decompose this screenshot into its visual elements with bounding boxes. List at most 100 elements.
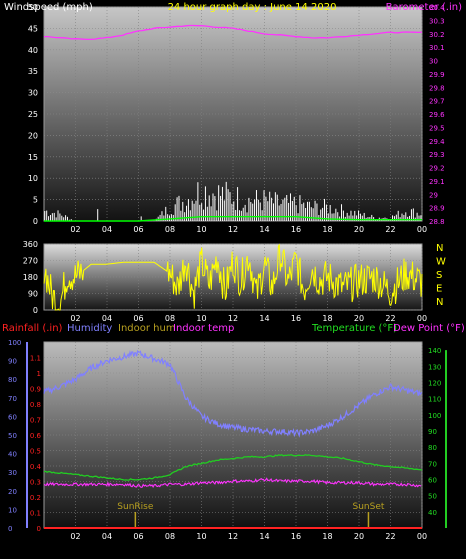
- x-tick-label: 18: [322, 225, 332, 234]
- temperature-tick-label: 60: [428, 476, 437, 484]
- rainfall-tick-label: 1.1: [30, 355, 41, 363]
- temperature-tick-label: 100: [428, 412, 441, 420]
- windspeed-tick-label: 5: [33, 196, 38, 205]
- x-tick-label: 06: [133, 225, 143, 234]
- temperature-tick-label: 90: [428, 428, 437, 436]
- rainfall-tick-label: 0.4: [30, 463, 42, 471]
- barometer-line: [44, 24, 423, 41]
- x-tick-label: 12: [228, 314, 238, 323]
- sun-annotation: SunSet: [352, 502, 384, 512]
- x-tick-label: 18: [322, 314, 332, 323]
- humidity-tick-label: 60: [8, 413, 17, 421]
- barometer-tick-label: 29.4: [429, 138, 445, 146]
- x-tick-label: 04: [102, 314, 112, 323]
- temperature-tick-label: 80: [428, 444, 437, 452]
- rainfall-tick-label: 1: [37, 370, 41, 378]
- barometer-tick-label: 29.9: [429, 71, 445, 79]
- rainfall-tick-label: 0.2: [30, 494, 41, 502]
- rainfall-axis-label: Rainfall (.in): [2, 323, 63, 334]
- x-tick-label: 14: [259, 225, 269, 234]
- x-tick-label: 14: [259, 314, 269, 323]
- humidity-tick-label: 80: [8, 376, 17, 384]
- windspeed-axis-label: Windspeed (mph): [4, 2, 93, 13]
- direction-tick-label: 0: [33, 306, 38, 315]
- temperature-axis-label: Temperature (°F): [311, 323, 397, 334]
- windspeed-tick-label: 20: [28, 131, 38, 140]
- barometer-tick-label: 28.8: [429, 218, 445, 226]
- compass-label: E: [436, 284, 442, 295]
- temperature-tick-label: 70: [428, 460, 437, 468]
- humidity-tick-label: 90: [8, 358, 17, 366]
- direction-tick-label: 360: [23, 240, 38, 249]
- rainfall-tick-label: 0: [37, 525, 41, 533]
- barometer-tick-label: 29.7: [429, 98, 445, 106]
- humidity-tick-label: 20: [8, 488, 17, 496]
- windspeed-tick-label: 50: [28, 3, 38, 12]
- humidity-tick-label: 70: [8, 395, 17, 403]
- barometer-tick-label: 30.4: [429, 4, 445, 12]
- indoor-hum-legend: Indoor hum: [118, 323, 176, 334]
- x-tick-label: 00: [417, 225, 427, 234]
- compass-label: W: [436, 257, 446, 268]
- x-tick-label: 00: [417, 532, 427, 541]
- x-tick-label: 08: [165, 225, 175, 234]
- temperature-tick-label: 110: [428, 396, 441, 404]
- x-tick-label: 16: [291, 532, 301, 541]
- humidity-tick-label: 0: [8, 525, 12, 533]
- temperature-tick-label: 130: [428, 363, 441, 371]
- temperature-line: [43, 453, 423, 481]
- barometer-tick-label: 30.2: [429, 31, 445, 39]
- barometer-tick-label: 29.1: [429, 178, 445, 186]
- x-tick-label: 22: [385, 314, 395, 323]
- windspeed-tick-label: 45: [28, 24, 38, 33]
- humidity-line: [43, 349, 423, 438]
- direction-tick-label: 270: [23, 257, 38, 266]
- barometer-tick-label: 29.8: [429, 84, 445, 92]
- barometer-tick-label: 29.5: [429, 124, 445, 132]
- x-tick-label: 20: [354, 225, 364, 234]
- compass-label: S: [436, 270, 442, 281]
- humidity-tick-label: 30: [8, 469, 17, 477]
- x-tick-label: 14: [259, 532, 269, 541]
- barometer-tick-label: 30.3: [429, 17, 445, 25]
- compass-label: N: [436, 297, 443, 308]
- x-tick-label: 16: [291, 314, 301, 323]
- barometer-tick-label: 30.1: [429, 44, 445, 52]
- rainfall-tick-label: 0.5: [30, 448, 41, 456]
- x-tick-label: 20: [354, 314, 364, 323]
- barometer-tick-label: 29.6: [429, 111, 445, 119]
- x-tick-label: 02: [70, 225, 80, 234]
- windspeed-tick-label: 10: [28, 174, 38, 183]
- barometer-tick-label: 28.9: [429, 205, 445, 213]
- temperature-tick-label: 140: [428, 347, 441, 355]
- x-tick-label: 04: [102, 532, 112, 541]
- x-tick-label: 04: [102, 225, 112, 234]
- humidity-tick-label: 40: [8, 451, 17, 459]
- x-tick-label: 08: [165, 532, 175, 541]
- windspeed-tick-label: 30: [28, 89, 38, 98]
- temperature-tick-label: 120: [428, 379, 441, 387]
- barometer-tick-label: 30: [429, 58, 438, 66]
- x-tick-label: 06: [133, 314, 143, 323]
- humidity-axis-label: Humidity: [67, 323, 112, 334]
- x-tick-label: 22: [385, 532, 395, 541]
- windspeed-tick-label: 15: [28, 153, 38, 162]
- sun-annotation: SunRise: [117, 502, 154, 512]
- x-tick-label: 16: [291, 225, 301, 234]
- x-tick-label: 18: [322, 532, 332, 541]
- chart-title: 24 hour graph day : June 14 2020: [168, 2, 337, 13]
- humidity-tick-label: 50: [8, 432, 17, 440]
- wind-direction-line: [43, 243, 423, 311]
- x-tick-label: 02: [70, 532, 80, 541]
- rainfall-tick-label: 0.1: [30, 510, 41, 518]
- rainfall-tick-label: 0.6: [30, 432, 42, 440]
- x-tick-label: 02: [70, 314, 80, 323]
- windspeed-tick-label: 0: [33, 217, 38, 226]
- windspeed-average-line: [44, 215, 422, 222]
- temperature-tick-label: 50: [428, 493, 437, 501]
- x-tick-label: 10: [196, 314, 206, 323]
- dewpoint-axis-label: Dew Point (°F): [393, 323, 465, 334]
- barometer-tick-label: 29: [429, 191, 438, 199]
